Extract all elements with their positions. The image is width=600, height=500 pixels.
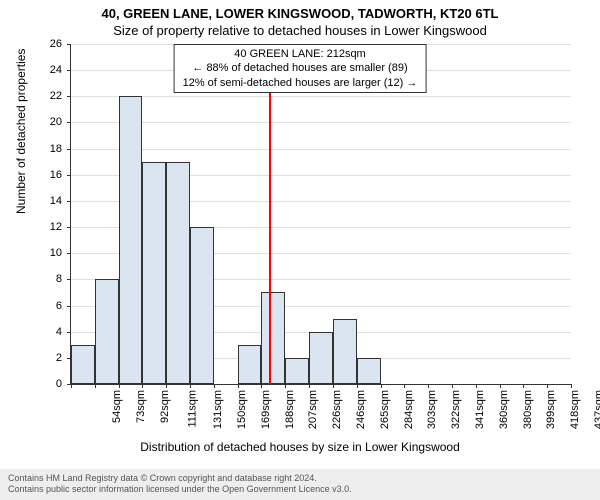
ytick-label: 14 <box>22 195 62 207</box>
ytick-label: 8 <box>22 273 62 285</box>
xtick-mark <box>333 384 334 388</box>
xtick-label: 246sqm <box>355 390 367 429</box>
histogram-bar <box>285 358 309 384</box>
xtick-mark <box>500 384 501 388</box>
plot-area <box>70 44 570 384</box>
x-axis-label: Distribution of detached houses by size … <box>0 440 600 454</box>
xtick-label: 380sqm <box>522 390 534 429</box>
ytick-mark <box>67 227 71 228</box>
xtick-mark <box>571 384 572 388</box>
xtick-mark <box>428 384 429 388</box>
histogram-bar <box>309 332 333 384</box>
xtick-mark <box>214 384 215 388</box>
xtick-mark <box>95 384 96 388</box>
info-line-3: 12% of semi-detached houses are larger (… <box>183 76 418 90</box>
xtick-label: 54sqm <box>111 390 123 423</box>
xtick-label: 188sqm <box>284 390 296 429</box>
xtick-mark <box>357 384 358 388</box>
ytick-label: 18 <box>22 143 62 155</box>
info-box: 40 GREEN LANE: 212sqm ← 88% of detached … <box>174 44 427 93</box>
xtick-label: 341sqm <box>474 390 486 429</box>
ytick-label: 20 <box>22 116 62 128</box>
ytick-label: 12 <box>22 221 62 233</box>
ytick-mark <box>67 149 71 150</box>
xtick-mark <box>452 384 453 388</box>
ytick-mark <box>67 122 71 123</box>
xtick-mark <box>309 384 310 388</box>
reference-line <box>269 44 271 384</box>
xtick-label: 226sqm <box>331 390 343 429</box>
ytick-label: 10 <box>22 247 62 259</box>
histogram-bar <box>190 227 214 384</box>
xtick-label: 73sqm <box>135 390 147 423</box>
chart-container: 40, GREEN LANE, LOWER KINGSWOOD, TADWORT… <box>0 0 600 500</box>
xtick-label: 303sqm <box>427 390 439 429</box>
xtick-mark <box>404 384 405 388</box>
xtick-label: 360sqm <box>498 390 510 429</box>
histogram-bar <box>357 358 381 384</box>
histogram-bar <box>261 292 285 384</box>
xtick-label: 322sqm <box>450 390 462 429</box>
plot-surface <box>70 44 571 385</box>
xtick-mark <box>285 384 286 388</box>
ytick-mark <box>67 175 71 176</box>
title-main: 40, GREEN LANE, LOWER KINGSWOOD, TADWORT… <box>0 0 600 21</box>
ytick-label: 6 <box>22 300 62 312</box>
xtick-label: 284sqm <box>403 390 415 429</box>
histogram-bar <box>238 345 262 384</box>
xtick-label: 131sqm <box>212 390 224 429</box>
ytick-label: 4 <box>22 326 62 338</box>
xtick-label: 150sqm <box>236 390 248 429</box>
ytick-mark <box>67 96 71 97</box>
ytick-label: 0 <box>22 378 62 390</box>
grid-line <box>71 122 571 123</box>
ytick-mark <box>67 306 71 307</box>
xtick-label: 265sqm <box>379 390 391 429</box>
footer-line-1: Contains HM Land Registry data © Crown c… <box>8 473 592 485</box>
histogram-bar <box>119 96 143 384</box>
histogram-bar <box>333 319 357 384</box>
ytick-mark <box>67 201 71 202</box>
xtick-mark <box>523 384 524 388</box>
ytick-label: 24 <box>22 64 62 76</box>
xtick-label: 437sqm <box>593 390 600 429</box>
xtick-mark <box>381 384 382 388</box>
xtick-label: 169sqm <box>260 390 272 429</box>
xtick-label: 111sqm <box>187 390 199 428</box>
xtick-mark <box>547 384 548 388</box>
xtick-mark <box>190 384 191 388</box>
grid-line <box>71 149 571 150</box>
xtick-mark <box>261 384 262 388</box>
info-line-2: ← 88% of detached houses are smaller (89… <box>183 61 418 75</box>
ytick-label: 26 <box>22 38 62 50</box>
footer: Contains HM Land Registry data © Crown c… <box>0 469 600 500</box>
xtick-mark <box>238 384 239 388</box>
title-sub: Size of property relative to detached ho… <box>0 21 600 38</box>
xtick-label: 207sqm <box>308 390 320 429</box>
xtick-mark <box>166 384 167 388</box>
histogram-bar <box>142 162 166 384</box>
xtick-mark <box>71 384 72 388</box>
ytick-mark <box>67 332 71 333</box>
footer-line-2: Contains public sector information licen… <box>8 484 592 496</box>
grid-line <box>71 96 571 97</box>
xtick-label: 418sqm <box>569 390 581 429</box>
xtick-label: 92sqm <box>159 390 171 423</box>
info-line-1: 40 GREEN LANE: 212sqm <box>183 47 418 61</box>
xtick-label: 399sqm <box>546 390 558 429</box>
histogram-bar <box>71 345 95 384</box>
ytick-mark <box>67 253 71 254</box>
ytick-label: 2 <box>22 352 62 364</box>
histogram-bar <box>166 162 190 384</box>
xtick-mark <box>476 384 477 388</box>
xtick-mark <box>142 384 143 388</box>
ytick-mark <box>67 279 71 280</box>
ytick-label: 22 <box>22 90 62 102</box>
ytick-label: 16 <box>22 169 62 181</box>
ytick-mark <box>67 70 71 71</box>
xtick-mark <box>119 384 120 388</box>
histogram-bar <box>95 279 119 384</box>
ytick-mark <box>67 44 71 45</box>
